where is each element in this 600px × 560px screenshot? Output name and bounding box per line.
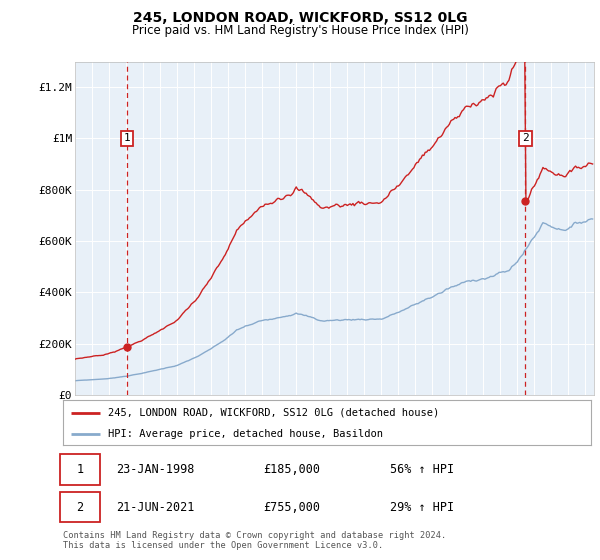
Text: 23-JAN-1998: 23-JAN-1998	[116, 463, 194, 476]
FancyBboxPatch shape	[61, 492, 100, 522]
Text: 2: 2	[77, 501, 84, 514]
Text: £185,000: £185,000	[263, 463, 320, 476]
Text: 21-JUN-2021: 21-JUN-2021	[116, 501, 194, 514]
Text: Price paid vs. HM Land Registry's House Price Index (HPI): Price paid vs. HM Land Registry's House …	[131, 24, 469, 37]
Text: 245, LONDON ROAD, WICKFORD, SS12 0LG: 245, LONDON ROAD, WICKFORD, SS12 0LG	[133, 11, 467, 25]
Text: 1: 1	[124, 133, 130, 143]
Text: 2: 2	[522, 133, 529, 143]
Text: 29% ↑ HPI: 29% ↑ HPI	[391, 501, 454, 514]
Text: £755,000: £755,000	[263, 501, 320, 514]
FancyBboxPatch shape	[61, 454, 100, 485]
Text: 1: 1	[77, 463, 84, 476]
Text: 245, LONDON ROAD, WICKFORD, SS12 0LG (detached house): 245, LONDON ROAD, WICKFORD, SS12 0LG (de…	[108, 408, 439, 418]
Text: HPI: Average price, detached house, Basildon: HPI: Average price, detached house, Basi…	[108, 429, 383, 439]
Text: Contains HM Land Registry data © Crown copyright and database right 2024.
This d: Contains HM Land Registry data © Crown c…	[63, 531, 446, 550]
Text: 56% ↑ HPI: 56% ↑ HPI	[391, 463, 454, 476]
